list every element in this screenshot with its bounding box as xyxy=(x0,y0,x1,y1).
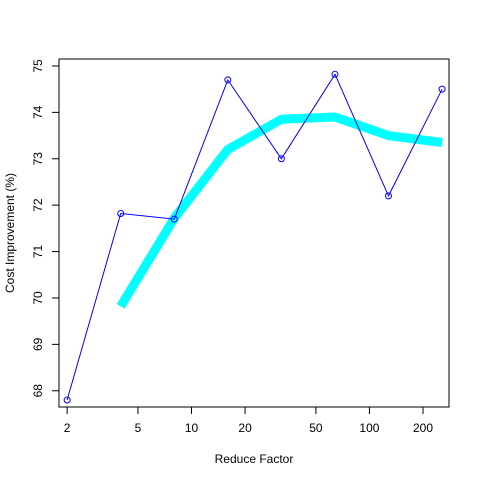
y-tick-label: 71 xyxy=(31,245,45,259)
observed-data-point xyxy=(277,155,285,163)
observed-data-point xyxy=(170,215,178,223)
y-tick-label: 74 xyxy=(31,105,45,119)
plot-frame xyxy=(58,58,450,408)
smoothed-series-line xyxy=(116,112,443,309)
observed-series-line xyxy=(66,73,443,401)
observed-data-point xyxy=(224,76,232,84)
y-tick-label: 73 xyxy=(31,152,45,166)
x-axis-title: Reduce Factor xyxy=(215,452,294,466)
x-tick-label: 2 xyxy=(64,421,71,435)
x-tick-label: 20 xyxy=(238,421,252,435)
y-tick-label: 70 xyxy=(31,291,45,305)
y-tick-label: 75 xyxy=(31,59,45,73)
x-tick-label: 200 xyxy=(413,421,433,435)
observed-data-point xyxy=(331,70,339,78)
y-tick-label: 69 xyxy=(31,337,45,351)
x-tick-label: 5 xyxy=(135,421,142,435)
series-layer xyxy=(63,70,446,404)
y-tick-label: 72 xyxy=(31,198,45,212)
y-tick-label: 68 xyxy=(31,384,45,398)
observed-data-point xyxy=(438,85,446,93)
y-axis: 68 69 70 71 72 73 74 75 xyxy=(31,59,60,398)
observed-data-point xyxy=(117,210,125,218)
observed-data-point xyxy=(385,192,393,200)
x-tick-label: 100 xyxy=(359,421,379,435)
x-tick-label: 50 xyxy=(309,421,323,435)
observed-data-point xyxy=(63,396,71,404)
x-axis: 2 5 10 20 50 100 200 xyxy=(64,406,433,435)
x-tick-label: 10 xyxy=(185,421,199,435)
y-axis-title: Cost Improvement (%) xyxy=(3,173,17,293)
